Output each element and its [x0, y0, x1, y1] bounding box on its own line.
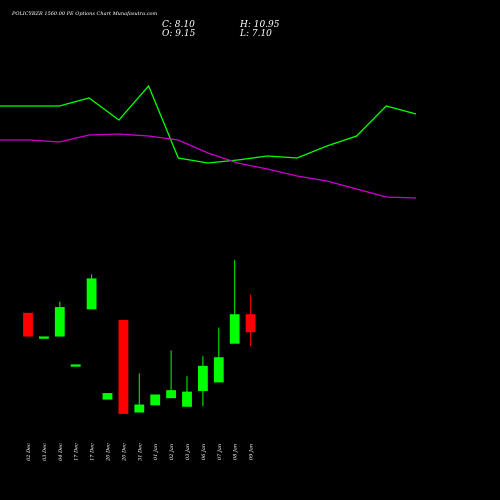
- candle-body-2: [54, 307, 65, 337]
- date-label: 20 Dec: [121, 443, 127, 462]
- date-label: 04 Dec: [58, 443, 64, 461]
- candle-body-6: [118, 319, 129, 414]
- candle-body-7: [134, 404, 145, 413]
- candle-body-8: [150, 394, 161, 406]
- candle-body-4: [86, 278, 97, 310]
- date-label: 01 Jan: [153, 444, 159, 460]
- date-label: 06 Jan: [201, 444, 207, 460]
- date-label: 20 Dec: [106, 443, 112, 462]
- date-label: 31 Dec: [137, 443, 143, 461]
- open-value: O: 9.15: [162, 29, 196, 39]
- series-line-1: [0, 133, 417, 199]
- date-label: 17 Dec: [90, 443, 96, 461]
- close-value: C: 8.10: [162, 20, 195, 30]
- date-axis: 02 Dec 03 Dec 04 Dec 17 Dec 17 Dec 20 Dec 20 D…: [26, 443, 255, 462]
- candle-body-5: [102, 393, 113, 400]
- low-value: L: 7.10: [240, 29, 272, 39]
- date-label: 03 Jan: [185, 444, 191, 460]
- date-label: 08 Jan: [233, 444, 239, 460]
- candle-body-3: [70, 364, 81, 367]
- candle-body-11: [197, 365, 208, 392]
- candle-panel: [23, 260, 256, 414]
- candle-body-1: [39, 336, 49, 339]
- line-panel: [0, 84, 417, 199]
- chart-title: POLICYBZR 1560.00 PE Options Chart Munaf…: [12, 11, 158, 17]
- candle-body-9: [166, 390, 177, 399]
- date-label: 02 Dec: [26, 443, 32, 461]
- date-label: 17 Dec: [74, 443, 80, 461]
- series-line-0: [0, 84, 417, 164]
- high-value: H: 10.95: [240, 20, 280, 30]
- date-label: 09 Jan: [249, 444, 255, 460]
- candle-body-10: [182, 391, 192, 407]
- candle-body-14: [245, 314, 256, 333]
- candle-body-0: [23, 312, 33, 337]
- date-label: 02 Jan: [169, 444, 175, 460]
- candle-body-13: [229, 314, 240, 344]
- candle-body-12: [213, 357, 224, 383]
- date-label: 07 Jan: [217, 444, 223, 460]
- date-label: 03 Dec: [42, 443, 48, 461]
